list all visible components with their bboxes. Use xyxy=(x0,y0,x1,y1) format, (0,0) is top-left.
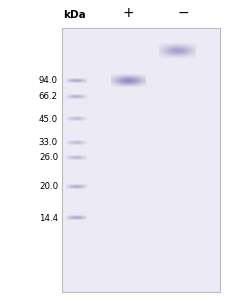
Text: 26.0: 26.0 xyxy=(39,153,58,162)
Bar xyxy=(62,28,219,292)
Text: −: − xyxy=(177,6,189,20)
Text: +: + xyxy=(122,6,134,20)
Text: 14.4: 14.4 xyxy=(39,214,58,223)
Text: 94.0: 94.0 xyxy=(39,76,58,85)
Text: 33.0: 33.0 xyxy=(39,138,58,147)
Text: kDa: kDa xyxy=(63,10,86,20)
Text: 45.0: 45.0 xyxy=(39,115,58,124)
Text: 20.0: 20.0 xyxy=(39,182,58,191)
Text: 66.2: 66.2 xyxy=(39,92,58,101)
